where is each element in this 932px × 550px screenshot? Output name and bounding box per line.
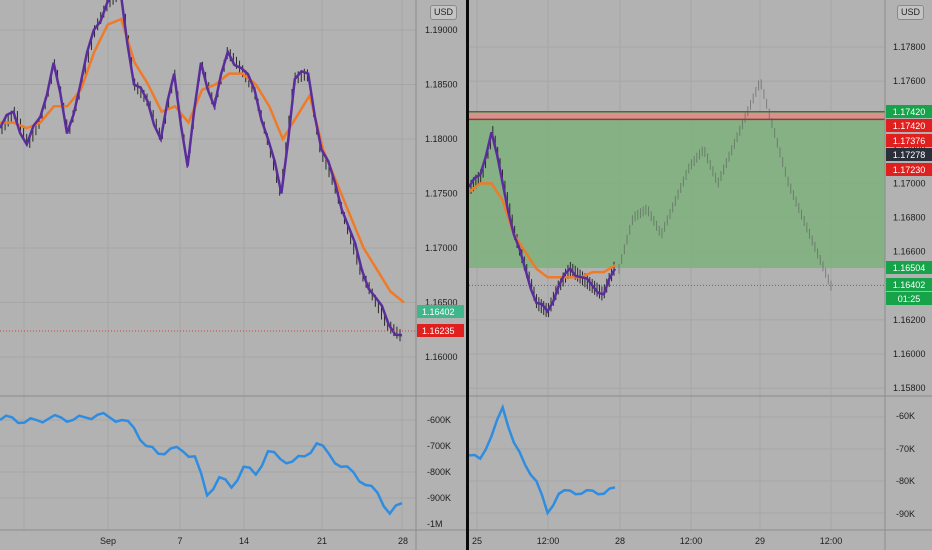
time-tick-label: 12:00 [537,536,560,546]
price-badge [886,148,932,161]
time-tick-label: 21 [317,536,327,546]
price-tick-label: 1.18000 [425,134,458,144]
indicator-line [469,403,616,516]
price-tick-label: 1.17500 [425,189,458,199]
time-tick-label: 25 [472,536,482,546]
price-tick-label: 1.16000 [893,349,926,359]
volume-tick-label: -70K [896,444,915,454]
volume-tick-label: -700K [427,441,451,451]
volume-tick-label: -90K [896,509,915,519]
current-price-badge-text: 1.16235 [422,326,455,336]
volume-tick-label: -80K [896,476,915,486]
time-tick-label: 28 [398,536,408,546]
stop-loss-zone [469,111,885,120]
time-tick-label: 28 [615,536,625,546]
moving-average-line [0,17,405,304]
price-tick-label: 1.17000 [425,243,458,253]
price-tick-label: 1.16000 [425,352,458,362]
volume-tick-label: -1M [427,519,443,529]
price-badge [886,278,932,291]
price-badge-text: 01:25 [898,294,921,304]
price-tick-label: 1.18500 [425,80,458,90]
right-chart-pane[interactable]: 1.178001.176001.172001.170001.168001.166… [469,0,932,550]
price-tick-label: 1.15800 [893,383,926,393]
moving-average-line [469,182,616,279]
price-badge-text: 1.17376 [893,136,926,146]
price-tick-label: 1.19000 [425,25,458,35]
price-badge [886,119,932,132]
price-badge-text: 1.16402 [893,280,926,290]
price-badge [886,261,932,274]
volume-tick-label: -600K [427,415,451,425]
price-badge-text: 1.17230 [893,165,926,175]
price-badge-text: 1.17420 [893,121,926,131]
price-badge-text: 1.17278 [893,150,926,160]
left-chart-pane[interactable]: 1.19000 1.18500 1.18000 1.17500 1.17000 1.165… [0,0,466,550]
currency-button[interactable]: USD [430,5,458,20]
current-price-badge [417,324,464,337]
indicator-line [0,411,403,516]
time-tick-label: Sep [100,536,116,546]
price-tick-label: 1.17800 [893,42,926,52]
time-tick-label: 12:00 [820,536,843,546]
price-line [0,0,403,337]
volume-tick-label: -60K [896,411,915,421]
price-badge-text: 1.17420 [893,107,926,117]
price-tick-label: 1.17600 [893,76,926,86]
take-profit-zone [469,119,885,269]
price-tick-label: 1.16600 [893,247,926,257]
time-tick-label: 7 [177,536,182,546]
price-tick-label: 1.16800 [893,213,926,223]
price-badge-text: 1.16504 [893,263,926,273]
time-tick-label: 12:00 [680,536,703,546]
last-price-badge-text: 1.16402 [422,307,455,317]
time-tick-label: 29 [755,536,765,546]
time-tick-label: 14 [239,536,249,546]
price-tick-label: 1.16500 [425,298,458,308]
currency-button[interactable]: USD [897,5,925,20]
right-chart-canvas[interactable]: 1.178001.176001.172001.170001.168001.166… [469,0,932,550]
price-tick-label: 1.16200 [893,315,926,325]
price-tick-label: 1.17000 [893,178,926,188]
price-badge [886,163,932,176]
pane-divider[interactable] [466,0,469,550]
volume-tick-label: -800K [427,467,451,477]
price-badge [886,105,932,118]
price-badge [886,292,932,305]
price-badge [886,134,932,147]
last-price-badge [417,305,464,318]
left-chart-canvas[interactable]: 1.19000 1.18500 1.18000 1.17500 1.17000 1.165… [0,0,466,550]
price-line [469,131,617,314]
volume-tick-label: -900K [427,493,451,503]
